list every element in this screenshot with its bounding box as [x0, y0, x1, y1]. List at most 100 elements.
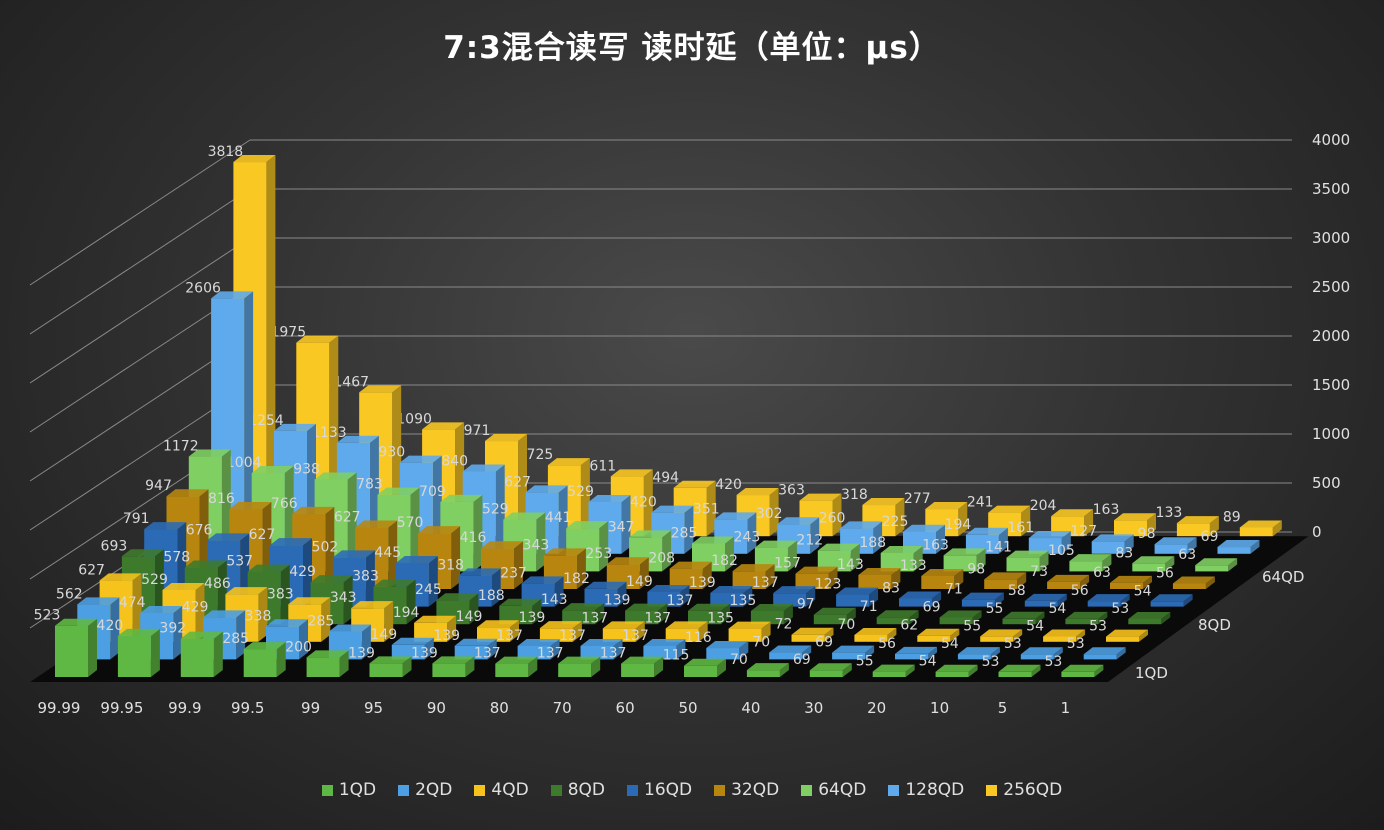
bar-top-1QD-99.99 [55, 618, 97, 626]
bar-top-32QD-99 [418, 526, 461, 534]
bar-side-128QD-10 [1124, 534, 1134, 554]
bar-16QD-70 [647, 591, 681, 607]
data-label: 137 [581, 610, 608, 626]
bar-top-16QD-80 [584, 581, 627, 589]
bar-side-16QD-60 [743, 585, 753, 607]
data-label: 277 [904, 491, 931, 507]
bar-4QD-40 [791, 634, 825, 642]
bar-side-1QD-30 [842, 663, 852, 677]
data-label: 420 [630, 495, 657, 511]
bar-top-32QD-1 [1172, 576, 1215, 584]
bar-8QD-50 [750, 610, 784, 625]
data-label: 139 [433, 628, 460, 644]
bar-top-128QD-30 [965, 527, 1008, 535]
bar-top-128QD-1 [1217, 540, 1260, 548]
bar-side-256QD-95 [580, 458, 590, 537]
bar-top-1QD-20 [872, 664, 915, 672]
bar-2QD-90 [454, 645, 488, 660]
bar-side-256QD-10 [1147, 513, 1156, 537]
bar-side-128QD-20 [1061, 531, 1071, 554]
bar-side-8QD-10 [1035, 611, 1045, 625]
data-label: 137 [622, 628, 649, 644]
data-label: 816 [208, 491, 235, 507]
bar-side-32QD-80 [639, 557, 649, 589]
legend-label: 8QD [567, 780, 605, 800]
bar-top-16QD-60 [710, 585, 753, 593]
data-label: 116 [685, 630, 712, 646]
bar-4QD-1 [1106, 636, 1139, 642]
bar-side-32QD-40 [891, 567, 901, 589]
bar-side-16QD-1 [1183, 594, 1193, 607]
bar-top-2QD-40 [769, 645, 812, 653]
bar-top-256QD-90 [610, 469, 653, 477]
bar-side-4QD-1 [1139, 629, 1148, 642]
data-label: 157 [774, 556, 801, 572]
data-label: 137 [644, 610, 671, 626]
bar-1QD-99.9 [180, 638, 214, 677]
gridline-side [29, 237, 251, 384]
bar-side-2QD-95 [424, 637, 434, 660]
data-label: 208 [648, 551, 675, 567]
data-label: 204 [1030, 498, 1057, 514]
data-label: 285 [671, 525, 698, 541]
data-label: 840 [441, 453, 468, 469]
bar-top-32QD-50 [795, 566, 838, 574]
bar-32QD-50 [795, 573, 829, 589]
bar-top-2QD-30 [832, 645, 875, 653]
bar-side-64QD-20 [1039, 550, 1049, 572]
bar-side-4QD-10 [1013, 629, 1023, 642]
data-label: 1133 [311, 425, 347, 441]
bar-8QD-70 [625, 610, 659, 625]
bar-side-128QD-1 [1250, 540, 1260, 554]
bar-top-8QD-99 [373, 579, 416, 587]
bar-side-16QD-30 [932, 591, 941, 607]
bar-side-64QD-70 [725, 536, 734, 572]
data-label: 474 [119, 595, 146, 611]
data-label: 3818 [208, 144, 244, 160]
data-label: 725 [527, 447, 554, 463]
bar-2QD-5 [1020, 654, 1054, 660]
bar-side-4QD-95 [447, 615, 457, 642]
data-label: 1090 [396, 411, 432, 427]
bar-side-64QD-40 [913, 545, 923, 572]
data-label: 133 [1156, 505, 1183, 521]
data-label: 71 [945, 582, 963, 598]
bar-side-64QD-99.5 [410, 487, 420, 572]
bar-top-4QD-50 [728, 621, 771, 629]
x-tick-label: 99.9 [168, 699, 201, 717]
legend: 1QD 2QD 4QD 8QD 16QD 32QD 64QD 128QD 256QD [0, 780, 1384, 800]
data-label: 137 [667, 593, 694, 609]
legend-label: 1QD [338, 780, 377, 800]
bar-side-256QD-60 [832, 493, 842, 537]
legend-item-4QD: 4QD [474, 780, 529, 800]
bar-top-256QD-40 [925, 502, 968, 510]
bar-16QD-1 [1150, 601, 1184, 607]
bar-top-1QD-10 [935, 664, 978, 672]
bar-top-256QD-99.9 [359, 385, 402, 393]
data-label: 70 [837, 617, 855, 633]
data-label: 163 [922, 537, 949, 553]
bar-top-64QD-99.95 [251, 466, 294, 474]
bar-top-4QD-60 [665, 621, 708, 629]
bar-top-256QD-95 [547, 458, 590, 466]
bar-side-2QD-99.5 [299, 619, 308, 660]
bar-4QD-80 [539, 628, 573, 642]
bar-side-4QD-99.95 [195, 582, 205, 642]
bar-side-64QD-10 [1102, 554, 1112, 572]
legend-label: 256QD [1003, 780, 1063, 800]
data-label: 83 [1115, 545, 1133, 561]
legend-swatch [398, 784, 410, 796]
legend-item-32QD: 32QD [714, 780, 779, 800]
bar-side-1QD-5 [1031, 664, 1041, 677]
bar-side-1QD-1 [1094, 664, 1104, 677]
bar-top-32QD-60 [732, 564, 775, 572]
bar-side-4QD-5 [1076, 629, 1086, 642]
bar-1QD-80 [495, 663, 529, 677]
bar-side-1QD-70 [591, 656, 601, 677]
bar-4QD-90 [477, 627, 510, 642]
bar-top-8QD-70 [625, 603, 668, 611]
legend-swatch [986, 784, 998, 796]
x-tick-label: 99.95 [100, 699, 143, 717]
legend-label: 4QD [491, 780, 529, 800]
bar-top-2QD-90 [454, 638, 497, 646]
